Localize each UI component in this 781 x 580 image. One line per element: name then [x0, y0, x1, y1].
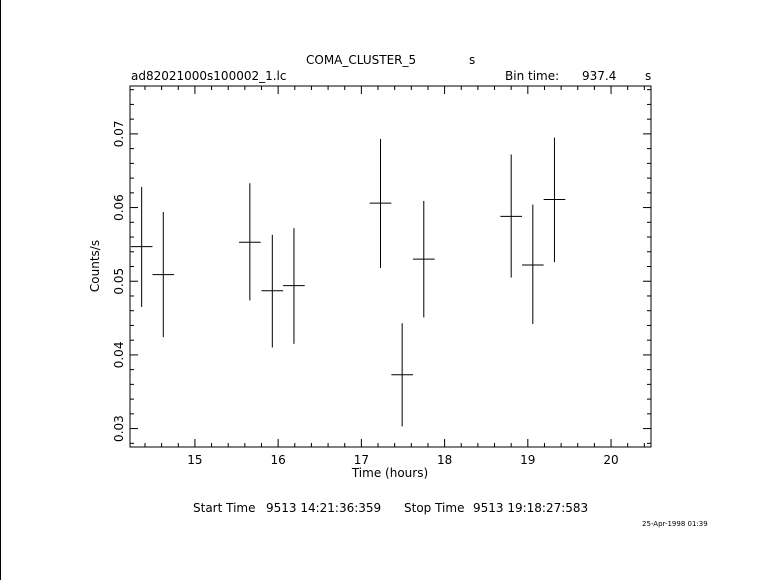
bin-time-unit: s: [645, 69, 652, 83]
data-point: [283, 228, 305, 344]
plot-frame: [129, 85, 652, 448]
y-tick-label: 0.06: [112, 194, 126, 221]
start-time-value: 9513 14:21:36:359: [266, 501, 382, 515]
plot-timestamp: 25-Apr-1998 01:39: [642, 520, 708, 528]
bin-time-value: 937.4: [582, 69, 617, 83]
axis-ticks: [130, 86, 651, 447]
x-axis-label: Time (hours): [351, 466, 428, 480]
data-point: [543, 137, 566, 263]
x-tick-label: 19: [520, 453, 535, 467]
chart-title-suffix: s: [469, 53, 476, 67]
data-point: [521, 204, 544, 324]
data-point: [261, 234, 284, 348]
x-tick-label: 17: [354, 453, 369, 467]
x-tick-label: 15: [187, 453, 202, 467]
tick-labels: 15 16 17 18 19 20 0.03 0.04 0.05 0.06 0.07: [112, 121, 619, 467]
y-tick-label: 0.03: [112, 415, 126, 442]
data-point: [412, 200, 435, 318]
file-name: ad82021000s100002_1.lc: [131, 69, 287, 83]
data-point: [152, 211, 175, 338]
data-point: [369, 139, 392, 268]
y-tick-label: 0.04: [112, 342, 126, 369]
left-border: [0, 0, 1, 580]
data-points: [130, 137, 566, 427]
data-point: [391, 323, 413, 427]
chart-title: COMA_CLUSTER_5: [306, 53, 417, 67]
data-point: [500, 154, 522, 278]
x-tick-label: 16: [271, 453, 286, 467]
stop-time-value: 9513 19:18:27:583: [473, 501, 589, 515]
start-time-label: Start Time: [193, 501, 256, 515]
stop-time-label: Stop Time: [404, 501, 465, 515]
data-point: [239, 183, 261, 301]
y-axis-label: Counts/s: [88, 240, 102, 292]
x-tick-label: 20: [603, 453, 618, 467]
y-tick-label: 0.07: [112, 121, 126, 148]
y-tick-label: 0.05: [112, 268, 126, 295]
data-point: [130, 186, 153, 308]
x-tick-label: 18: [437, 453, 452, 467]
bin-time-label: Bin time:: [505, 69, 560, 83]
